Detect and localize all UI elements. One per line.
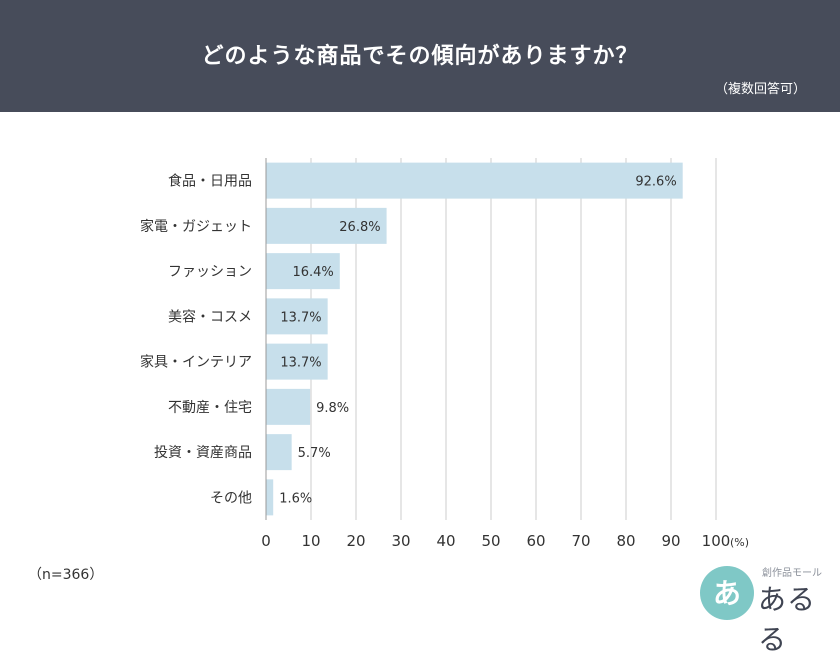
category-label: 美容・コスメ (168, 308, 252, 325)
bar (266, 388, 311, 425)
bar (266, 343, 328, 380)
bar (266, 434, 292, 471)
x-tick-label: 90 (661, 532, 680, 550)
chart-header: どのような商品でその傾向がありますか？ （複数回答可） (0, 0, 840, 112)
bar (266, 253, 340, 290)
data-label: 9.8% (316, 401, 349, 416)
category-label: 食品・日用品 (168, 173, 252, 190)
data-label: 13.7% (280, 356, 321, 371)
x-tick-label: 60 (526, 532, 545, 550)
data-label: 92.6% (635, 175, 676, 190)
bar (266, 298, 328, 335)
data-label: 26.8% (339, 220, 380, 235)
x-tick-label: 20 (346, 532, 365, 550)
bar (266, 479, 274, 516)
logo-subtitle: 創作品モール (762, 568, 822, 579)
x-tick-label: 80 (616, 532, 635, 550)
category-label: 家具・インテリア (140, 354, 252, 371)
data-label: 16.4% (292, 265, 333, 280)
bar (266, 162, 683, 199)
category-label: 投資・資産商品 (154, 445, 252, 461)
logo-mark-text: あ (712, 577, 741, 610)
x-tick-label: 50 (481, 532, 500, 550)
category-label: その他 (210, 490, 252, 506)
category-label: 不動産・住宅 (168, 400, 252, 416)
chart-title: どのような商品でその傾向がありますか？ (201, 44, 639, 69)
data-label: 5.7% (298, 446, 331, 461)
logo: あ 創作品モール あるる (700, 560, 832, 656)
category-label: ファッション (168, 264, 252, 280)
rabbit-logo-icon (700, 566, 754, 620)
category-label: 家電・ガジェット (140, 218, 252, 235)
sample-size: （n=366） (28, 567, 104, 583)
x-tick-label: 0 (261, 532, 271, 550)
data-label: 13.7% (280, 310, 321, 325)
bar (266, 207, 387, 244)
multiple-answers-note: （複数回答可） (714, 82, 806, 97)
x-tick-label: 10 (301, 532, 320, 550)
logo-name: あるる (758, 583, 817, 656)
x-tick-label: 30 (391, 532, 410, 550)
x-unit-label: (%) (730, 536, 749, 549)
x-tick-label: 70 (571, 532, 590, 550)
x-tick-label: 100 (702, 532, 731, 550)
bar-chart: 0 10 20 30 40 50 60 70 80 90 100 (%) 食品・日用品 92.6% 家電・ガ… (140, 158, 749, 550)
x-tick-label: 40 (436, 532, 455, 550)
data-label: 1.6% (279, 491, 312, 506)
